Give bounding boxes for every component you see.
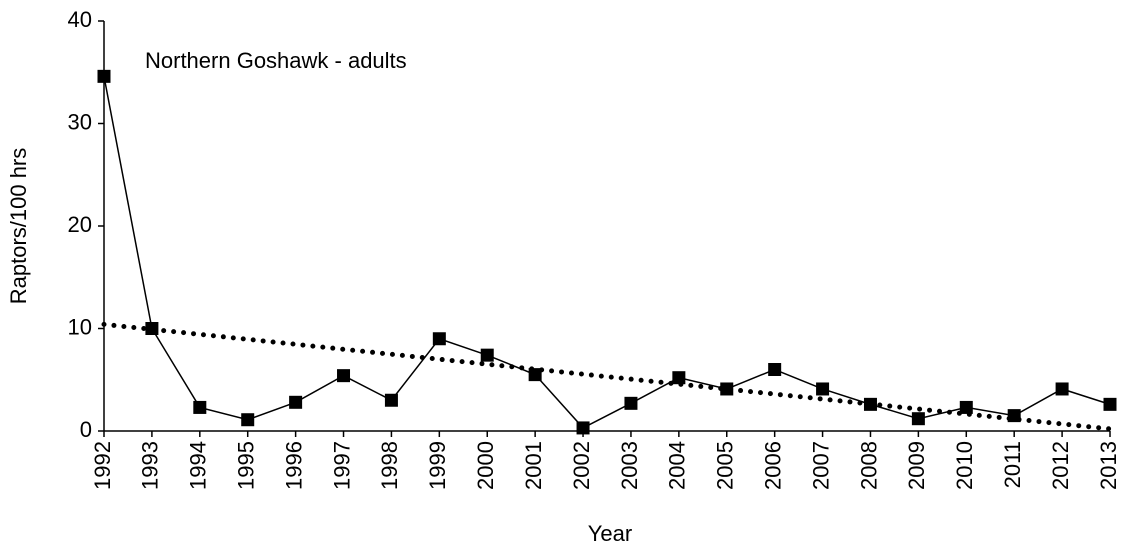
marker	[768, 363, 782, 376]
x-tick-label: 1993	[138, 441, 163, 490]
x-tick-label: 2012	[1048, 441, 1073, 490]
x-tick-label: 2000	[473, 441, 498, 490]
x-tick-label: 1999	[425, 441, 450, 490]
x-tick-label: 2009	[904, 441, 929, 490]
x-tick-label: 2005	[713, 441, 738, 490]
x-tick-label: 2003	[617, 441, 642, 490]
marker	[1007, 409, 1021, 423]
marker	[911, 412, 925, 426]
x-tick-label: 1997	[329, 441, 354, 490]
x-tick-label: 1998	[377, 441, 402, 490]
y-axis-label: Raptors/100 hrs	[6, 148, 31, 305]
y-tick-label: 0	[80, 417, 92, 442]
x-tick-label: 2007	[808, 441, 833, 490]
x-tick-label: 2008	[856, 441, 881, 490]
marker	[1103, 397, 1117, 411]
x-tick-label: 2001	[521, 441, 546, 490]
marker	[672, 371, 686, 385]
marker	[863, 397, 877, 411]
marker	[720, 382, 734, 396]
marker	[384, 393, 398, 407]
marker	[432, 332, 446, 346]
marker	[480, 348, 494, 362]
marker	[241, 413, 255, 427]
marker	[289, 395, 303, 409]
x-tick-label: 2011	[1000, 441, 1025, 488]
marker	[624, 396, 638, 410]
y-tick-label: 40	[68, 7, 92, 32]
x-tick-label: 1995	[234, 441, 259, 490]
y-tick-label: 30	[68, 109, 92, 134]
y-tick-label: 20	[68, 212, 92, 237]
marker	[816, 382, 830, 396]
marker	[576, 421, 590, 435]
x-tick-label: 2002	[569, 441, 594, 490]
x-tick-label: 2006	[760, 441, 785, 490]
marker	[1055, 382, 1069, 396]
marker	[97, 69, 111, 83]
marker	[145, 322, 159, 335]
y-tick-label: 10	[68, 314, 92, 339]
marker	[528, 368, 542, 382]
x-tick-label: 1994	[186, 441, 211, 490]
x-tick-label: 2010	[952, 441, 977, 490]
marker	[193, 400, 207, 414]
marker	[337, 369, 351, 383]
x-axis-label: Year	[588, 521, 632, 546]
x-tick-label: 1992	[90, 441, 115, 490]
series-label: Northern Goshawk - adults	[145, 48, 407, 73]
trend-line	[101, 321, 1113, 432]
x-tick-label: 2013	[1096, 441, 1121, 490]
series-line	[103, 76, 1111, 429]
marker	[959, 400, 973, 414]
x-tick-label: 1996	[281, 441, 306, 490]
x-tick-label: 2004	[665, 441, 690, 490]
